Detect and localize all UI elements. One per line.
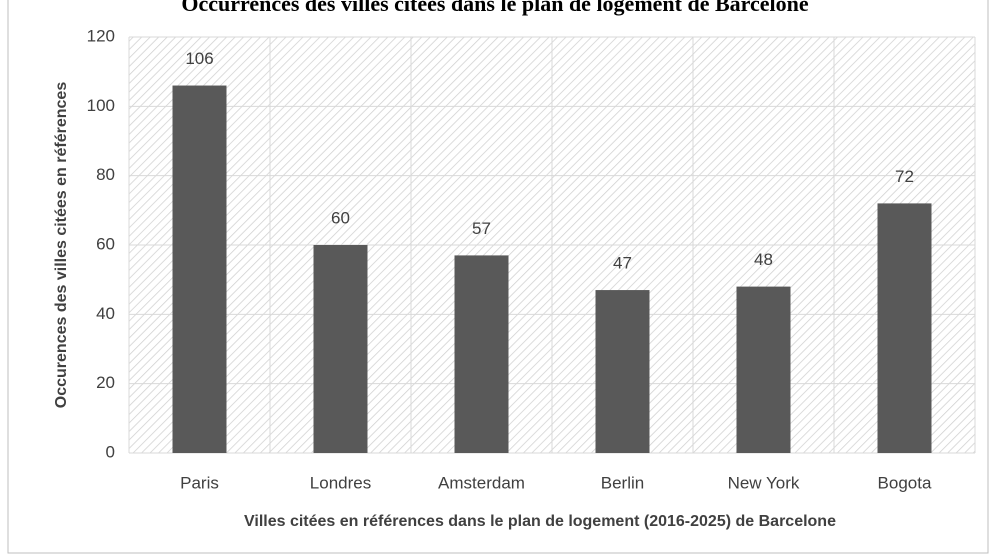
y-tick-label: 100: [87, 96, 115, 115]
bar: [595, 290, 650, 453]
bar: [454, 255, 509, 453]
data-label: 57: [472, 219, 491, 238]
x-axis-title: Villes citées en références dans le plan…: [244, 513, 836, 530]
y-axis-title: Occurences des villes citées en référenc…: [53, 82, 70, 409]
y-tick-label: 0: [106, 442, 115, 461]
y-tick-label: 120: [87, 26, 115, 45]
x-tick-label: Amsterdam: [438, 473, 525, 492]
x-tick-label: Londres: [310, 473, 371, 492]
y-tick-label: 60: [96, 234, 115, 253]
bar: [877, 203, 932, 453]
bar: [313, 245, 368, 453]
data-label: 106: [185, 49, 213, 68]
bar: [736, 286, 791, 453]
data-label: 72: [895, 167, 914, 186]
bar: [172, 85, 227, 454]
x-tick-label: New York: [728, 473, 800, 492]
x-tick-label: Bogota: [878, 473, 932, 492]
chart-title: Occurrences des villes citées dans le pl…: [181, 0, 809, 16]
x-tick-label: Paris: [180, 473, 219, 492]
y-tick-label: 40: [96, 304, 115, 323]
y-tick-label: 80: [96, 165, 115, 184]
data-label: 47: [613, 254, 632, 273]
data-label: 60: [331, 208, 350, 227]
x-tick-label: Berlin: [601, 473, 644, 492]
data-label: 48: [754, 250, 773, 269]
y-tick-label: 20: [96, 373, 115, 392]
